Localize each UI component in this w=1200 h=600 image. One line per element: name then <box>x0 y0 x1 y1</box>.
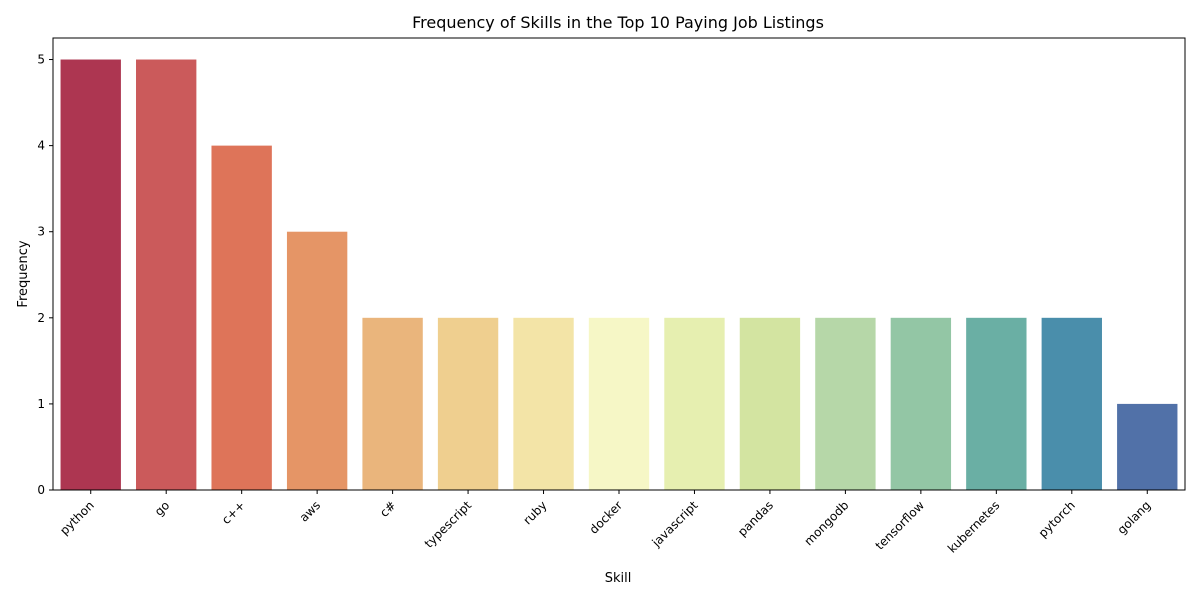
y-tick-label: 3 <box>37 225 45 239</box>
bar-c++ <box>211 145 272 490</box>
x-tick-label: mongodb <box>801 498 851 548</box>
bar-javascript <box>664 317 725 490</box>
bar-c# <box>362 317 423 490</box>
y-tick-label: 0 <box>37 483 45 497</box>
bars-layer <box>60 59 1178 491</box>
bar-ruby <box>513 317 574 490</box>
y-ticks-layer: 0 1 2 3 4 5 <box>37 53 53 497</box>
y-axis-title: Frequency <box>16 240 31 307</box>
y-tick-label: 1 <box>37 397 45 411</box>
x-axis-title: Skill <box>605 571 632 586</box>
x-tick-label: ruby <box>520 498 549 527</box>
bar-go <box>136 59 197 491</box>
x-tick-label: pandas <box>735 498 776 539</box>
bar-kubernetes <box>966 317 1027 490</box>
bar-typescript <box>437 317 499 490</box>
x-tick-label: c++ <box>219 498 248 527</box>
y-tick-label: 5 <box>37 53 45 67</box>
bar-tensorflow <box>890 317 952 490</box>
bar-pytorch <box>1041 317 1102 490</box>
x-tick-label: go <box>152 498 172 518</box>
x-tick-label: kubernetes <box>945 498 1002 555</box>
chart-title: Frequency of Skills in the Top 10 Paying… <box>412 13 824 32</box>
y-tick-label: 4 <box>37 139 45 153</box>
x-tick-label: c# <box>377 498 399 520</box>
bar-golang <box>1117 403 1178 490</box>
x-tick-label: golang <box>1115 498 1154 537</box>
x-tick-label: python <box>57 498 97 538</box>
x-tick-label: typescript <box>422 498 475 551</box>
x-tick-label: docker <box>587 498 626 537</box>
bar-mongodb <box>815 317 876 490</box>
x-ticks-layer: python go c++ aws c# typescript ruby docker java… <box>57 490 1153 556</box>
y-tick-label: 2 <box>37 311 45 325</box>
x-tick-label: javascript <box>649 498 701 550</box>
x-tick-label: aws <box>297 498 323 524</box>
x-tick-label: tensorflow <box>873 498 928 553</box>
bar-docker <box>588 317 650 490</box>
bar-pandas <box>739 317 801 490</box>
bar-python <box>60 59 121 491</box>
x-tick-label: pytorch <box>1036 498 1078 540</box>
bar-aws <box>286 231 348 490</box>
